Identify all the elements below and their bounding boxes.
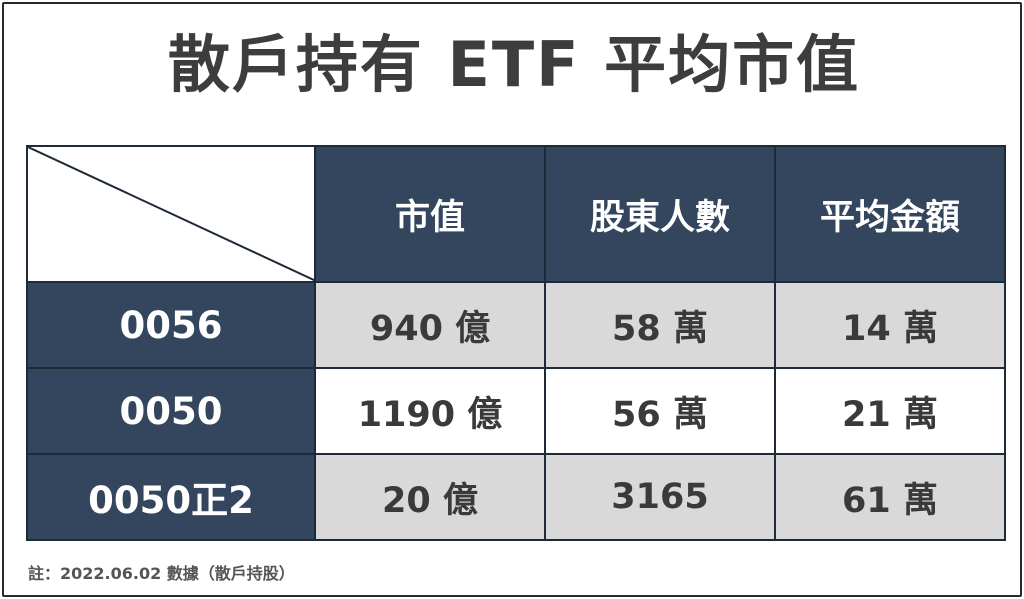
etf-table: 市值 股東人數 平均金額 0056 940 億 58 萬 14 萬 0050 1…	[26, 145, 1006, 541]
header-row: 市值 股東人數 平均金額	[26, 145, 1006, 283]
table-row: 0056 940 億 58 萬 14 萬	[26, 281, 1006, 369]
cell-average-amount: 21 萬	[774, 367, 1006, 455]
row-label: 0050正2	[26, 453, 316, 541]
cell-shareholders: 3165	[544, 453, 776, 541]
page-title: 散戶持有 ETF 平均市值	[167, 28, 861, 101]
table-row: 0050 1190 億 56 萬 21 萬	[26, 367, 1006, 455]
corner-cell	[26, 145, 316, 283]
table-row: 0050正2 20 億 3165 61 萬	[26, 453, 1006, 541]
header-average-amount: 平均金額	[774, 145, 1006, 283]
footnote: 註：2022.06.02 數據（散戶持股）	[28, 564, 295, 583]
row-label: 0056	[26, 281, 316, 369]
header-market-value: 市值	[314, 145, 546, 283]
cell-average-amount: 61 萬	[774, 453, 1006, 541]
row-label: 0050	[26, 367, 316, 455]
cell-average-amount: 14 萬	[774, 281, 1006, 369]
cell-shareholders: 56 萬	[544, 367, 776, 455]
header-shareholders: 股東人數	[544, 145, 776, 283]
cell-market-value: 1190 億	[314, 367, 546, 455]
cell-shareholders: 58 萬	[544, 281, 776, 369]
cell-market-value: 940 億	[314, 281, 546, 369]
diagonal-divider	[28, 147, 316, 281]
cell-market-value: 20 億	[314, 453, 546, 541]
